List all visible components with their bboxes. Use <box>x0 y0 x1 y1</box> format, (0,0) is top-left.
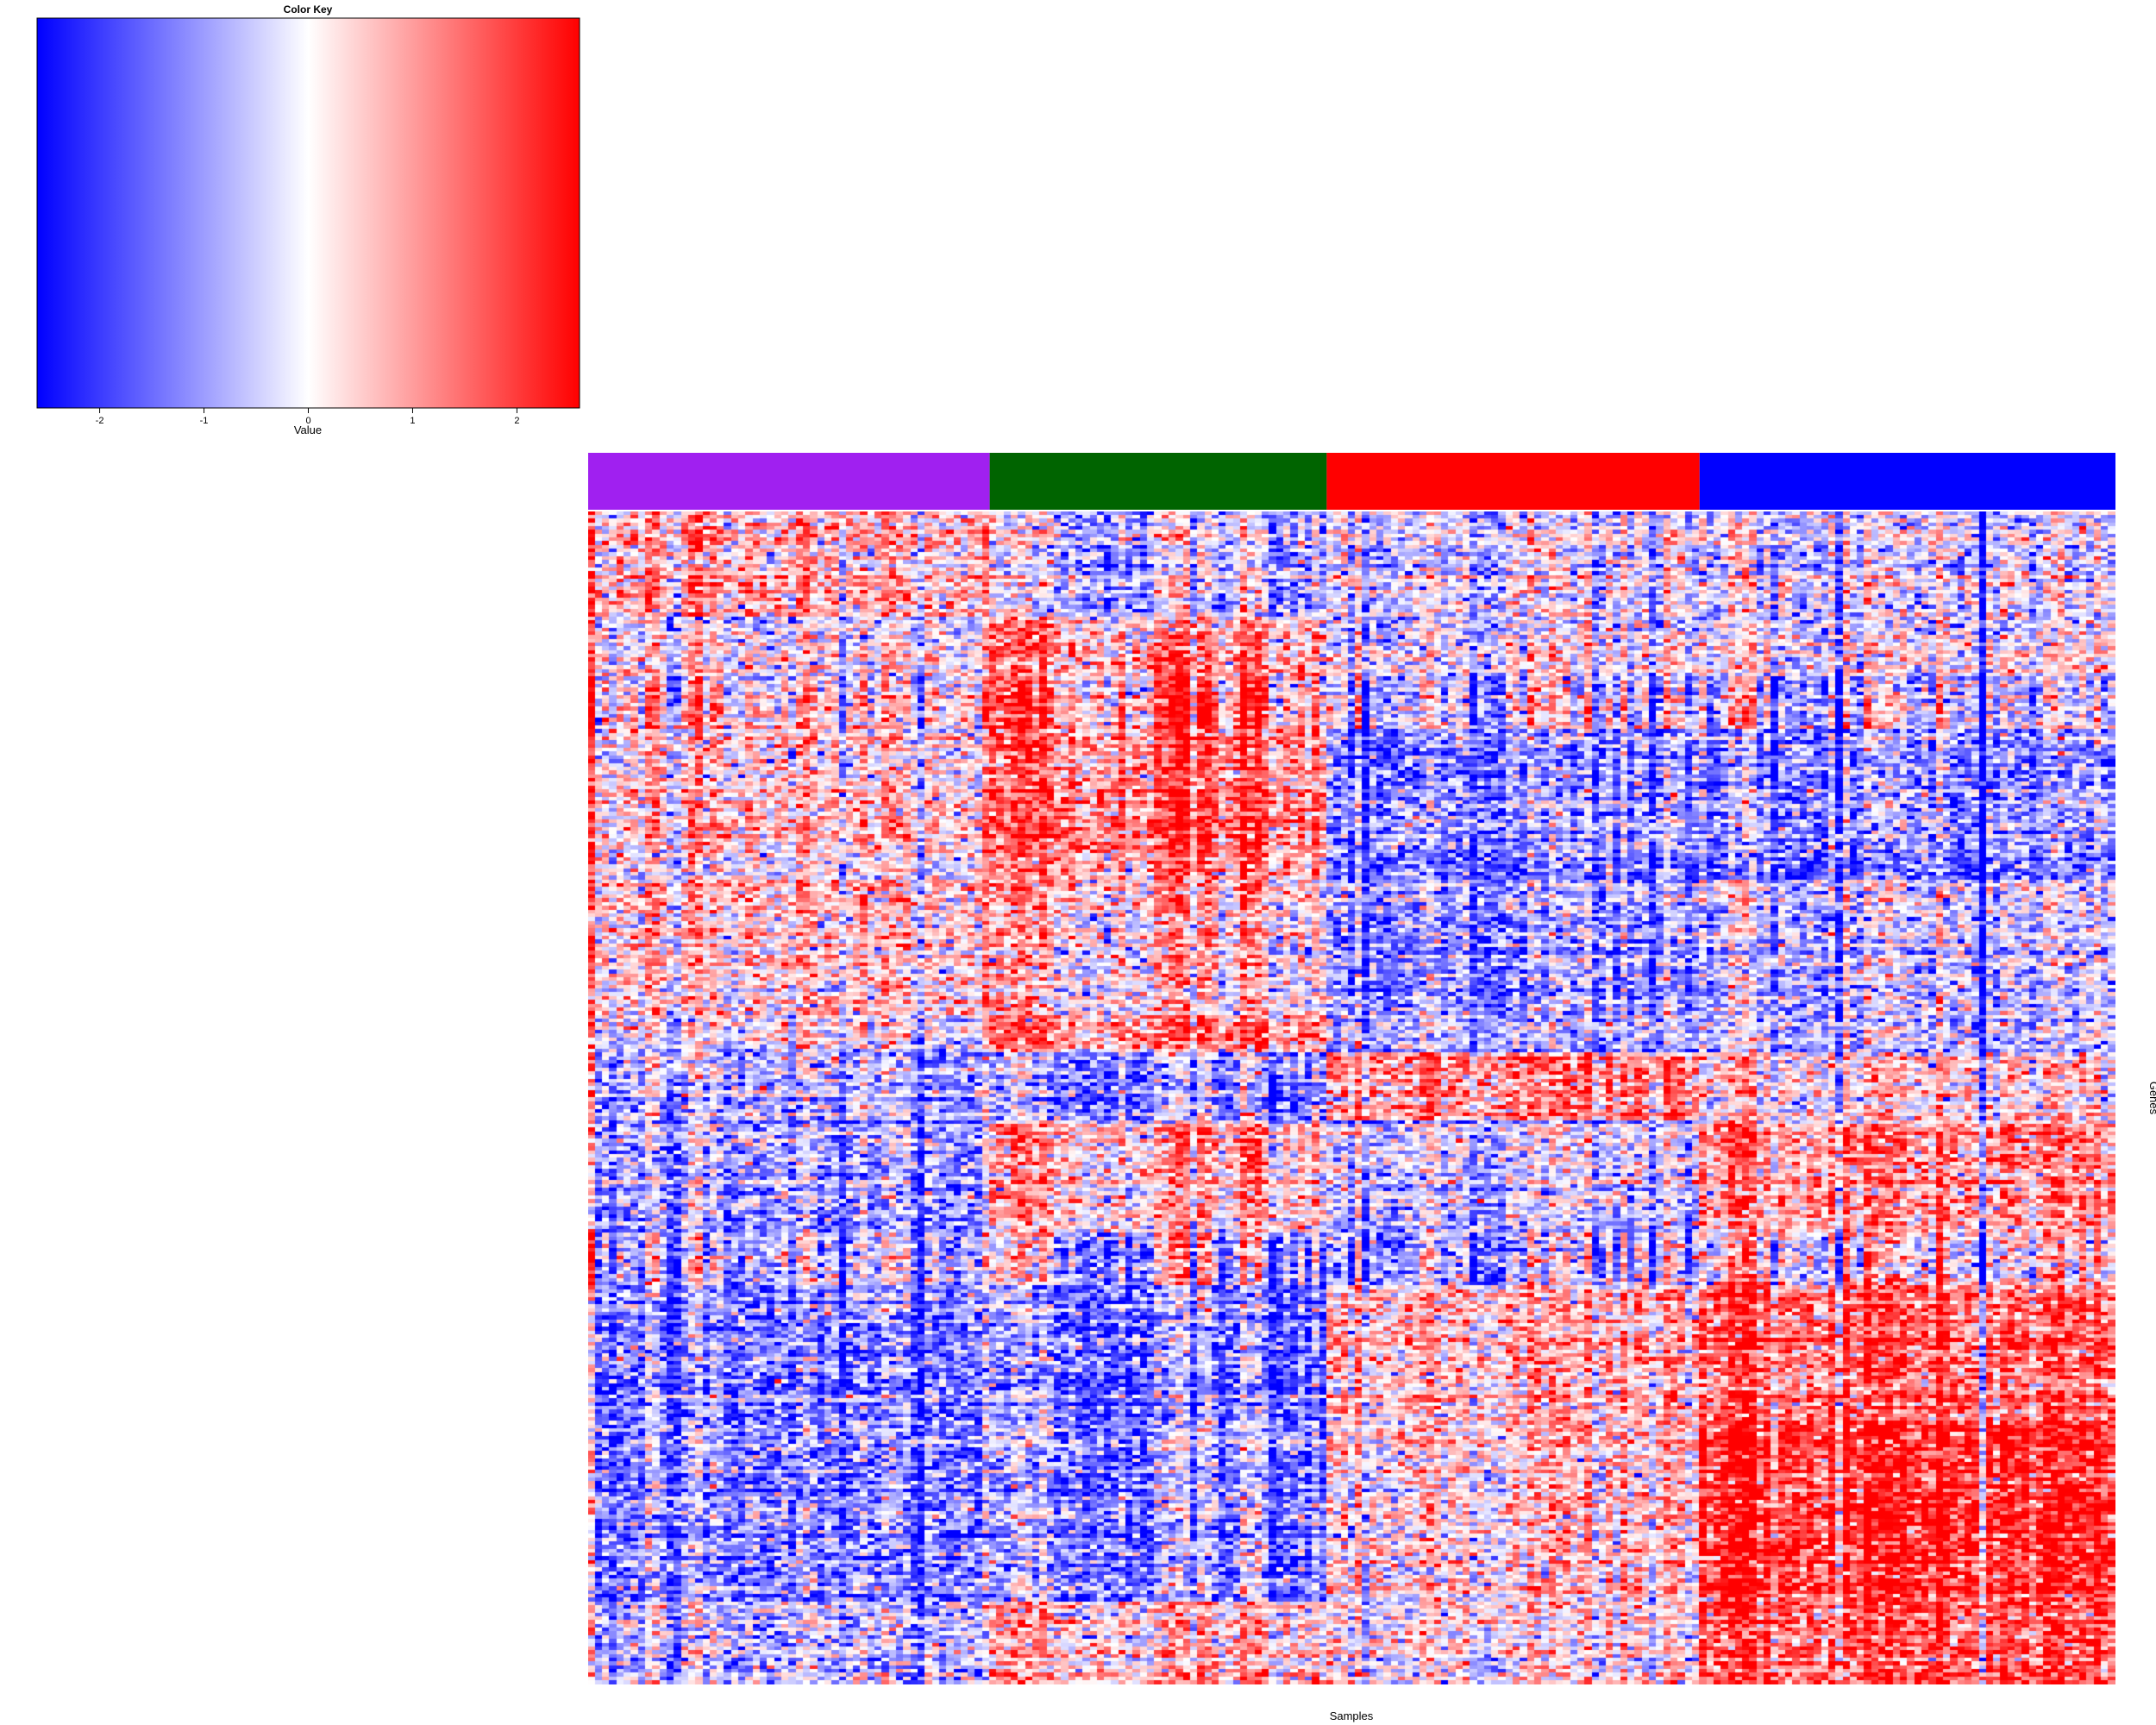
color-key-tick-label: 2 <box>514 416 519 426</box>
y-axis-label: Genes <box>2147 1082 2156 1115</box>
heatmap <box>588 511 2115 1684</box>
sample-group-bar <box>588 453 2115 510</box>
color-key-tick-label: -1 <box>200 416 209 426</box>
heatmap-cells <box>588 511 2115 1684</box>
color-key-tick-label: 0 <box>305 416 310 426</box>
color-key-tick-label: -2 <box>96 416 104 426</box>
sample-group-4 <box>1699 453 2115 510</box>
sample-group-2 <box>989 453 1327 510</box>
x-axis-label: Samples <box>1330 1709 1374 1722</box>
color-key-tick-label: 1 <box>410 416 415 426</box>
color-key: Color Key -2 -1 0 1 2 Value <box>36 3 580 436</box>
color-key-gradient <box>36 17 580 409</box>
color-key-xlabel: Value <box>294 423 322 436</box>
sample-group-1 <box>588 453 990 510</box>
color-key-axis: -2 -1 0 1 2 <box>96 408 519 426</box>
heatmap-matrix <box>588 511 2115 1684</box>
sample-group-3 <box>1326 453 1700 510</box>
color-key-title: Color Key <box>284 3 333 16</box>
